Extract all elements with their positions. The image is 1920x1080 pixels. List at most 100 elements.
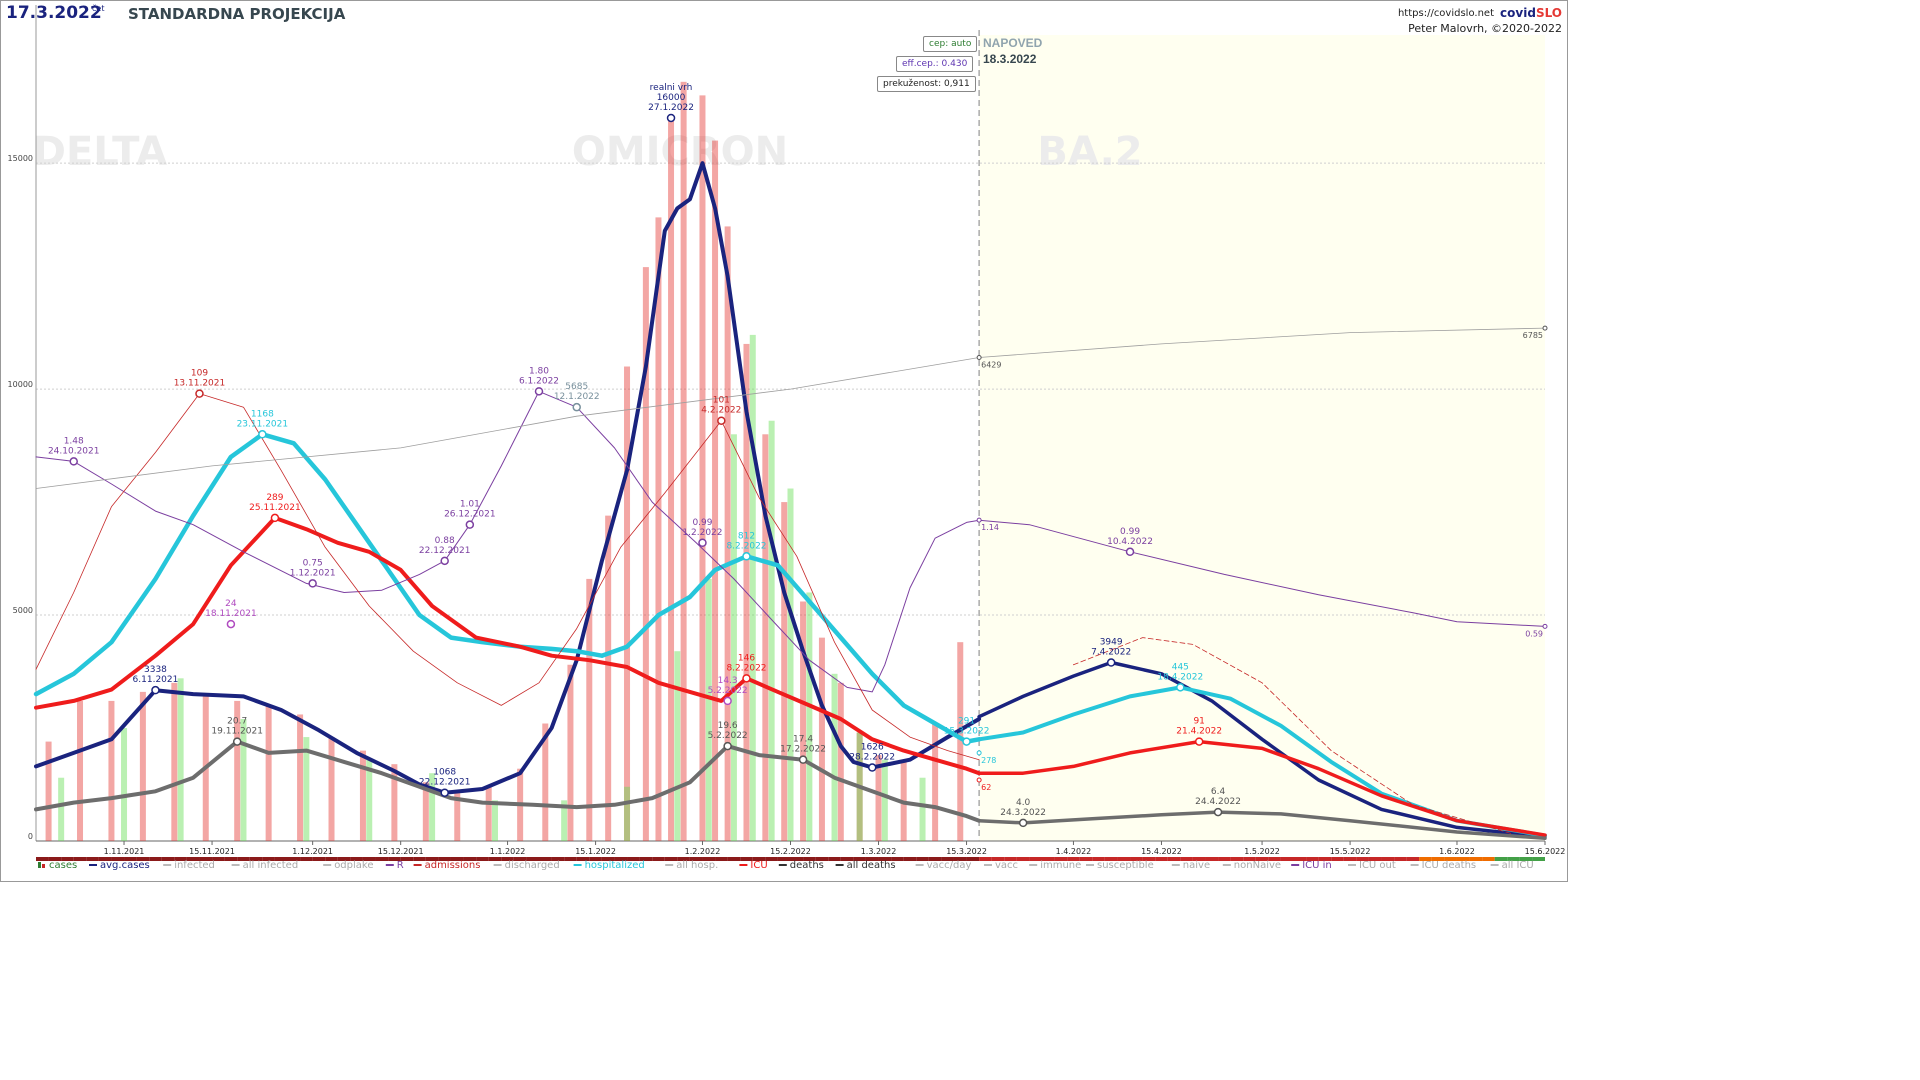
series-line-deaths [34, 739, 982, 823]
legend-item-all-deaths[interactable]: all deaths [835, 860, 896, 871]
annotation-marker [742, 552, 751, 561]
legend-item-vacc-day[interactable]: vacc/day [915, 860, 972, 871]
annotation-date-label: 6.11.2021 [133, 675, 179, 685]
annotation-marker [534, 387, 544, 396]
annotation-marker [698, 538, 707, 548]
strip-segment [1293, 857, 1307, 861]
legend-item-discharged[interactable]: discharged [493, 860, 560, 871]
legend-item-deaths[interactable]: deaths [778, 860, 824, 871]
x-tick-label: 15.3.2022 [946, 847, 987, 856]
strip-segment [287, 857, 301, 861]
source-url[interactable]: https://covidslo.net [1397, 8, 1494, 19]
legend-item-all-hosp-[interactable]: all hosp. [665, 860, 718, 871]
strip-segment [815, 857, 829, 861]
legend-swatch [38, 862, 41, 868]
legend-item-avg-cases[interactable]: avg.cases [89, 860, 150, 871]
strip-segment [991, 857, 1005, 861]
bar [624, 786, 631, 841]
annotation-value-label: 3338 [144, 665, 167, 675]
annotation-value-label: 101 [713, 396, 730, 406]
strip-segment [1167, 857, 1181, 861]
legend-item-icu-out[interactable]: ICU out [1348, 860, 1396, 871]
legend-label: odplake [334, 860, 373, 871]
bar [359, 750, 366, 841]
strip-segment [1117, 857, 1131, 861]
x-tick-label: 15.6.2022 [1525, 847, 1566, 856]
y-tick-label: 10000 [8, 380, 33, 389]
strip-segment [878, 857, 892, 861]
annotation-date-label: 12.1.2022 [554, 392, 600, 402]
strip-segment [1016, 857, 1030, 861]
strip-segment [124, 857, 137, 861]
x-tick-label: 15.12.2021 [378, 847, 424, 856]
annotation-marker [195, 389, 204, 398]
strip-segment [627, 857, 640, 861]
legend-item-hospitalized[interactable]: hospitalized [573, 860, 645, 871]
legend-item-infected[interactable]: infected [163, 860, 215, 871]
legend-item-nonnaive[interactable]: nonNaive [1222, 860, 1281, 871]
forecast-label: NAPOVED [983, 36, 1043, 50]
legend-item-icu-in[interactable]: ICU in [1291, 860, 1332, 871]
bar [699, 95, 706, 842]
bar [674, 651, 681, 841]
annotation-marker [151, 685, 160, 695]
legend-item-icu[interactable]: ICU [739, 860, 768, 871]
annotation-date-label: 6.1.2022 [519, 376, 559, 386]
brand-suffix: SLO [1535, 6, 1562, 20]
legend-item-cases[interactable]: cases [38, 860, 77, 871]
legend-item-naive[interactable]: naive [1171, 860, 1210, 871]
legend-item-icu-deaths[interactable]: ICU deaths [1410, 860, 1477, 871]
annotation-date-label: 24.4.2022 [1195, 797, 1241, 807]
annotation-value-label: 146 [738, 653, 755, 663]
bar [328, 737, 335, 841]
annotation-date-label: 28.2.2022 [849, 753, 895, 763]
bar [806, 592, 813, 841]
forecast-date: 18.3.2022 [983, 52, 1037, 66]
bar [818, 637, 825, 841]
annotation-date-label: 22.12.2021 [419, 546, 471, 556]
bar [265, 705, 272, 841]
strip-segment [262, 857, 275, 861]
legend-item-admissions[interactable]: admissions [413, 860, 481, 871]
legend-item-vacc[interactable]: vacc [984, 860, 1018, 871]
bar [762, 434, 769, 841]
strip-segment [1343, 857, 1357, 861]
strip-segment [576, 857, 590, 861]
end-marker [976, 750, 982, 756]
forecast-region [979, 35, 1545, 841]
chart-root: { "header": { "date": "17.3.2022", "day_… [0, 0, 1568, 882]
legend-label: vacc/day [927, 860, 972, 871]
strip-segment [1331, 857, 1344, 861]
annotation-value-label: 6.4 [1211, 787, 1226, 797]
legend-label: ICU deaths [1422, 860, 1477, 871]
bar [171, 682, 178, 841]
series-line-icu-forecast [977, 739, 1547, 837]
bar [749, 334, 756, 841]
legend-item-odplake[interactable]: odplake [323, 860, 374, 871]
annotation-date-label: 24.10.2021 [48, 446, 100, 456]
legend-label: nonNaive [1234, 860, 1281, 871]
strip-segment [903, 857, 917, 861]
strip-segment [1381, 857, 1395, 861]
prekuzenost-box: prekuženost: 0,911 [877, 76, 976, 92]
legend-item-all-infected[interactable]: all infected [231, 860, 299, 871]
brand-logo: covidSLO [1500, 6, 1562, 20]
bar [768, 420, 775, 841]
bar [932, 723, 939, 841]
strip-segment [1142, 857, 1156, 861]
legend-label: all hosp. [676, 860, 718, 871]
legend-item-r[interactable]: R [385, 860, 404, 871]
bar [605, 515, 612, 841]
bar [542, 723, 549, 841]
strip-segment [1356, 857, 1369, 861]
legend-item-immune[interactable]: immune [1029, 860, 1081, 871]
legend-item-susceptible[interactable]: susceptible [1086, 860, 1154, 871]
legend-label: infected [174, 860, 215, 871]
strip-segment [740, 857, 753, 861]
bar [491, 800, 498, 841]
annotation-marker [69, 457, 78, 466]
strip-segment [1469, 857, 1483, 861]
annotation-marker [308, 579, 317, 588]
legend-item-all-icu[interactable]: all ICU [1490, 860, 1534, 871]
strip-segment [1532, 857, 1545, 861]
